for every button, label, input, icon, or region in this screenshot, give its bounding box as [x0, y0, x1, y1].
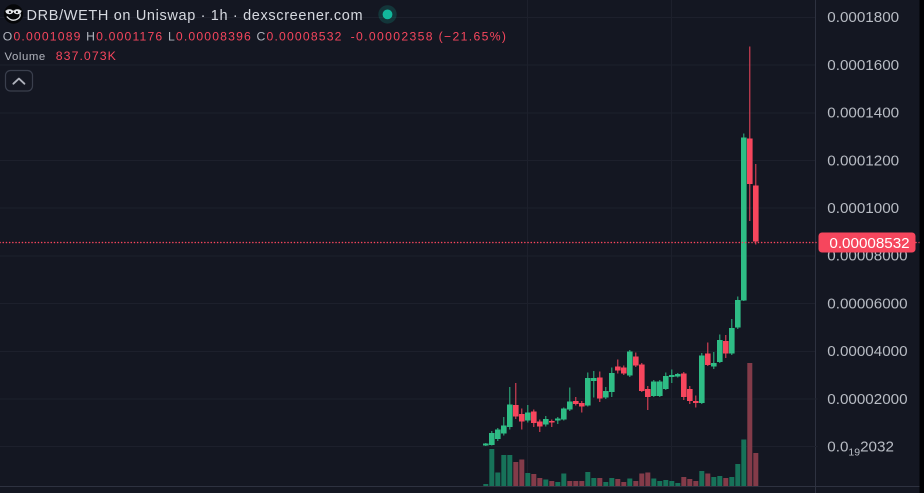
svg-text:Volume: Volume	[5, 51, 46, 63]
svg-text:0.0001200: 0.0001200	[827, 152, 899, 169]
svg-text:0.0192032: 0.0192032	[827, 439, 894, 459]
svg-text:837.073K: 837.073K	[56, 49, 117, 63]
svg-text:0.0001000: 0.0001000	[827, 200, 899, 217]
svg-text:0.0001400: 0.0001400	[827, 105, 899, 122]
svg-text:0.00008532: 0.00008532	[829, 235, 909, 252]
svg-text:0.0001800: 0.0001800	[827, 9, 899, 26]
svg-text:0.00004000: 0.00004000	[827, 343, 907, 360]
svg-text:0.00002000: 0.00002000	[827, 391, 907, 408]
svg-text:0.00006000: 0.00006000	[827, 295, 907, 312]
svg-text:0.0001600: 0.0001600	[827, 57, 899, 74]
svg-text:O0.0001089 H0.0001176 L0.00008: O0.0001089 H0.0001176 L0.00008396 C0.000…	[3, 29, 508, 43]
svg-text:DRB/WETH on Uniswap · 1h · dex: DRB/WETH on Uniswap · 1h · dexscreener.c…	[27, 8, 364, 24]
